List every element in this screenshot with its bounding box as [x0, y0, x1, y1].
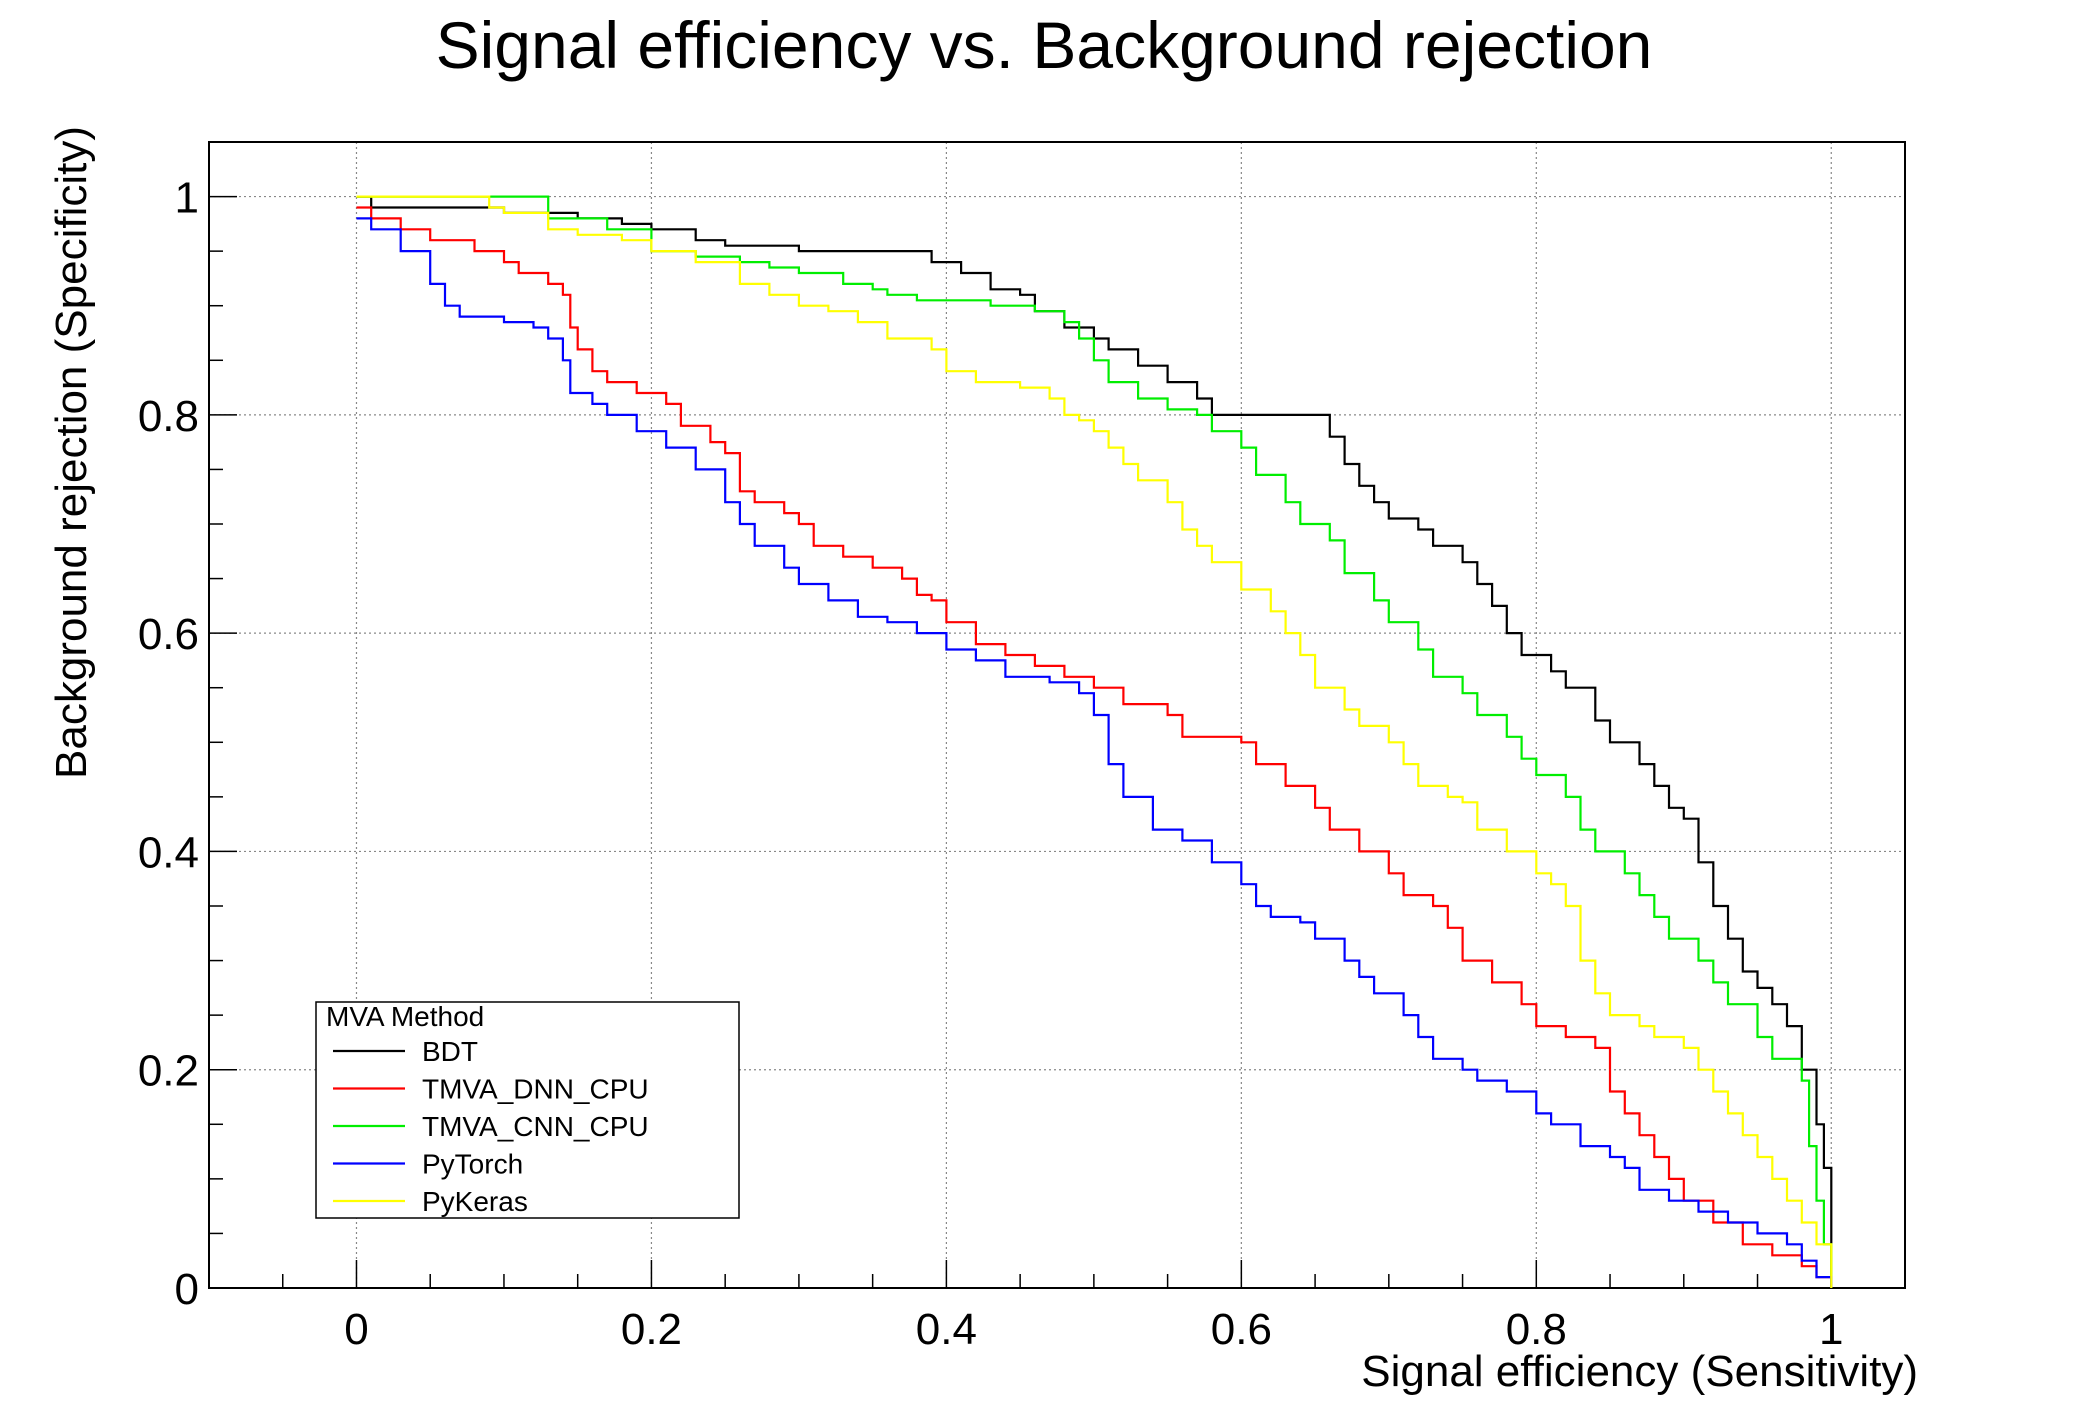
y-tick-label: 0.4	[138, 828, 199, 877]
legend-label: TMVA_DNN_CPU	[422, 1074, 649, 1105]
y-tick-label: 0.2	[138, 1047, 199, 1096]
y-tick-label: 1	[175, 174, 199, 223]
series-line-bdt	[356, 195, 1833, 1288]
tick-labels: 0 0.2 0.4 0.6 0.8 1 0 0.2 0.4 0.6 0.8 1	[138, 174, 1844, 1354]
legend-label: BDT	[422, 1036, 478, 1067]
plot-frame	[208, 141, 1906, 1289]
y-tick-label: 0	[175, 1265, 199, 1314]
x-tick-label: 0.2	[621, 1305, 682, 1354]
y-axis-label: Background rejection (Specificity)	[47, 126, 96, 779]
legend: MVA Method BDT TMVA_DNN_CPU TMVA_CNN_CPU Py…	[315, 1001, 740, 1219]
series-line-tmva-dnn-cpu	[356, 206, 1833, 1288]
y-tick-label: 0.8	[138, 392, 199, 441]
axis-ticks	[208, 141, 1833, 1289]
series-line-pykeras	[356, 195, 1833, 1288]
x-tick-label: 0.8	[1506, 1305, 1567, 1354]
series-lines	[356, 195, 1833, 1288]
x-tick-label: 0.4	[916, 1305, 977, 1354]
x-tick-label: 1	[1819, 1305, 1843, 1354]
legend-label: PyKeras	[422, 1186, 528, 1217]
series-line-pytorch	[356, 217, 1833, 1288]
series-line-tmva-cnn-cpu	[356, 195, 1833, 1288]
legend-entries: BDT TMVA_DNN_CPU TMVA_CNN_CPU PyTorch PyKera…	[333, 1036, 649, 1217]
x-tick-label: 0.6	[1211, 1305, 1272, 1354]
legend-label: TMVA_CNN_CPU	[422, 1111, 649, 1142]
x-tick-label: 0	[344, 1305, 368, 1354]
y-tick-label: 0.6	[138, 610, 199, 659]
x-axis-label: Signal efficiency (Sensitivity)	[1361, 1347, 1918, 1396]
legend-box	[315, 1001, 740, 1219]
legend-label: PyTorch	[422, 1149, 523, 1180]
chart-title: Signal efficiency vs. Background rejecti…	[436, 8, 1653, 82]
legend-title: MVA Method	[326, 1001, 484, 1032]
